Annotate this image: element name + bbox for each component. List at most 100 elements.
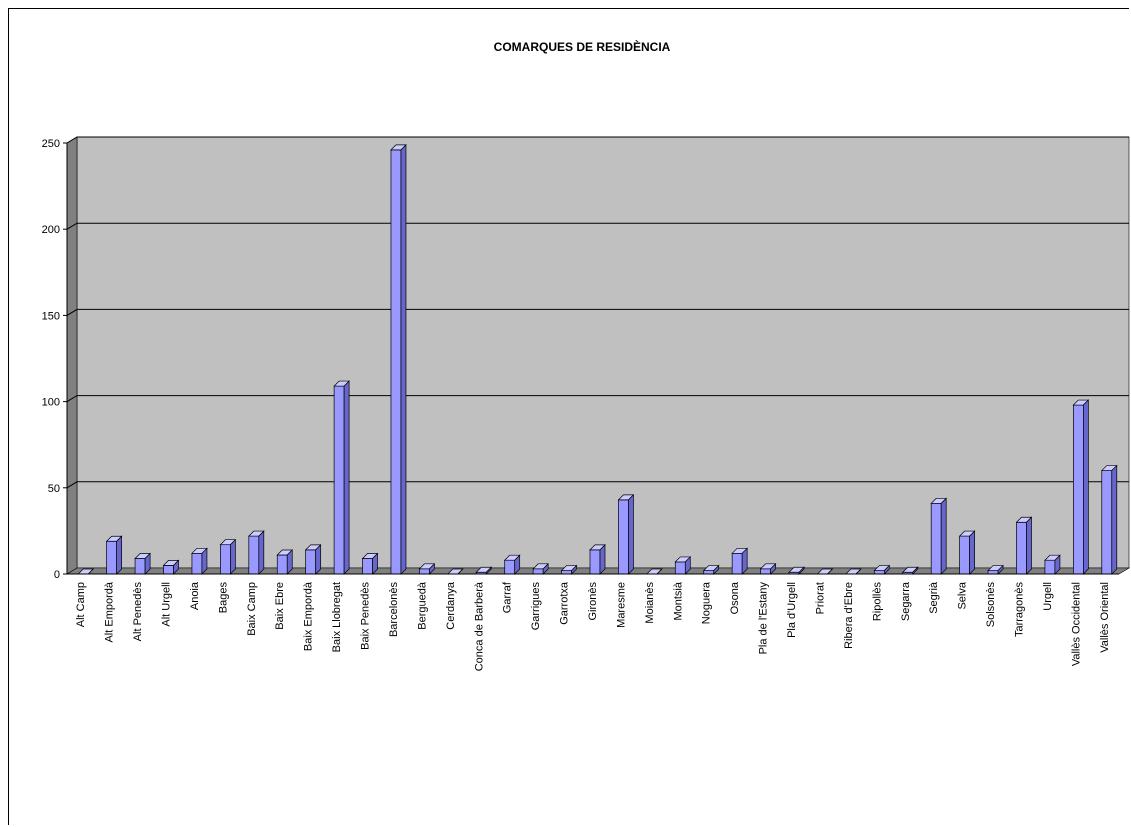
gridline <box>66 308 1129 316</box>
gridline <box>66 395 1129 403</box>
y-tick-label: 0 <box>54 569 60 581</box>
chart-title: COMARQUES DE RESIDÈNCIA <box>494 39 671 54</box>
bar-front <box>333 385 345 575</box>
x-tick-label: Priorat <box>814 582 826 614</box>
bar-front <box>532 568 544 575</box>
bar-front <box>1044 559 1056 575</box>
bar-side <box>1111 464 1118 575</box>
bar-side <box>542 562 549 575</box>
bar-side <box>1054 554 1061 575</box>
x-tick-label: Urgell <box>1042 582 1054 611</box>
bar-front <box>589 549 601 575</box>
x-tick-label: Vallès Oriental <box>1099 582 1111 653</box>
bars <box>77 144 1118 575</box>
x-tick-label: Segarra <box>900 581 912 621</box>
bar-side <box>230 538 236 575</box>
bar-front <box>959 535 970 575</box>
bar <box>247 530 265 575</box>
bar-front <box>419 568 430 575</box>
chart-frame <box>8 8 1129 825</box>
x-tick-label: Osona <box>729 581 741 614</box>
bar <box>390 144 407 575</box>
bar <box>105 535 123 575</box>
bar-front <box>248 535 260 575</box>
bar-side <box>656 568 663 575</box>
x-tick-label: Montsià <box>672 581 684 620</box>
bar <box>304 544 322 575</box>
bar <box>361 552 379 575</box>
bar-front <box>987 570 999 575</box>
bar <box>503 554 521 575</box>
bar-side <box>969 530 975 575</box>
x-tick-label: Barcelonès <box>388 582 400 638</box>
bar-side <box>798 566 805 575</box>
bar-front <box>390 149 402 575</box>
bar <box>446 568 464 575</box>
x-tick-label: Baix Llobregat <box>331 582 343 652</box>
x-tick-label: Anoia <box>189 581 201 610</box>
bar-side <box>429 562 435 575</box>
bar <box>276 549 294 575</box>
bar-front <box>134 558 146 575</box>
y-tick-label: 200 <box>42 224 60 236</box>
bar-side <box>286 549 293 575</box>
bar <box>1015 516 1033 575</box>
bar-side <box>315 544 322 575</box>
bar <box>1072 399 1090 575</box>
gridline <box>66 136 1129 144</box>
bar-side <box>1083 399 1089 575</box>
x-tick-label: Tarragonès <box>1013 582 1025 638</box>
y-tick-label: 100 <box>42 397 60 409</box>
bar-side <box>173 559 179 575</box>
bar <box>674 556 692 575</box>
x-tick-label: Ripollès <box>871 582 883 622</box>
bar-front <box>1073 404 1084 575</box>
bar-side <box>87 568 94 575</box>
y-tick-label: 50 <box>48 483 60 495</box>
bar-side <box>457 568 464 575</box>
bar-front <box>191 552 203 575</box>
bar-side <box>770 562 776 575</box>
gridline <box>66 481 1129 489</box>
bar-side <box>827 568 833 575</box>
bar <box>1044 554 1061 575</box>
bar-side <box>997 564 1004 575</box>
bar-front <box>674 561 686 575</box>
y-tick-label: 150 <box>42 310 60 322</box>
bar-side <box>628 494 634 575</box>
x-tick-label: Alt Empordà <box>104 581 116 642</box>
bar-front <box>1016 521 1027 575</box>
bar <box>731 547 749 575</box>
bar-side <box>116 535 122 575</box>
bar <box>191 547 208 575</box>
x-tick-label: Conca de Barberà <box>473 581 485 671</box>
bar-front <box>930 502 942 575</box>
bar-side <box>400 144 407 575</box>
y-axis-ticks: 0 50 100 150 200 250 <box>42 138 68 581</box>
bar <box>759 562 777 575</box>
bar-side <box>372 552 378 575</box>
x-tick-label: Gironès <box>587 582 599 621</box>
x-tick-label: Alt Penedès <box>132 582 144 642</box>
x-tick-label: Vallès Occidental <box>1070 582 1082 666</box>
plot-area <box>65 136 1131 575</box>
x-tick-label: Baix Empordà <box>303 581 315 651</box>
x-tick-label: Cerdanya <box>445 581 457 630</box>
bar-front <box>561 570 572 575</box>
bar-side <box>343 380 350 575</box>
bar-side <box>684 556 691 575</box>
bar-front <box>305 549 317 575</box>
plot-back-wall <box>76 136 1130 569</box>
bar-side <box>855 568 862 575</box>
x-tick-label: Garrigues <box>530 582 542 631</box>
bar-front <box>362 558 373 575</box>
bar-front <box>163 565 174 575</box>
bar <box>788 566 805 575</box>
x-tick-label: Berguedà <box>416 581 428 630</box>
x-tick-label: Baix Ebre <box>274 582 286 630</box>
x-tick-label: Baix Penedès <box>360 582 372 650</box>
bar-front <box>220 544 231 575</box>
bar <box>845 568 862 575</box>
bar <box>958 530 976 575</box>
